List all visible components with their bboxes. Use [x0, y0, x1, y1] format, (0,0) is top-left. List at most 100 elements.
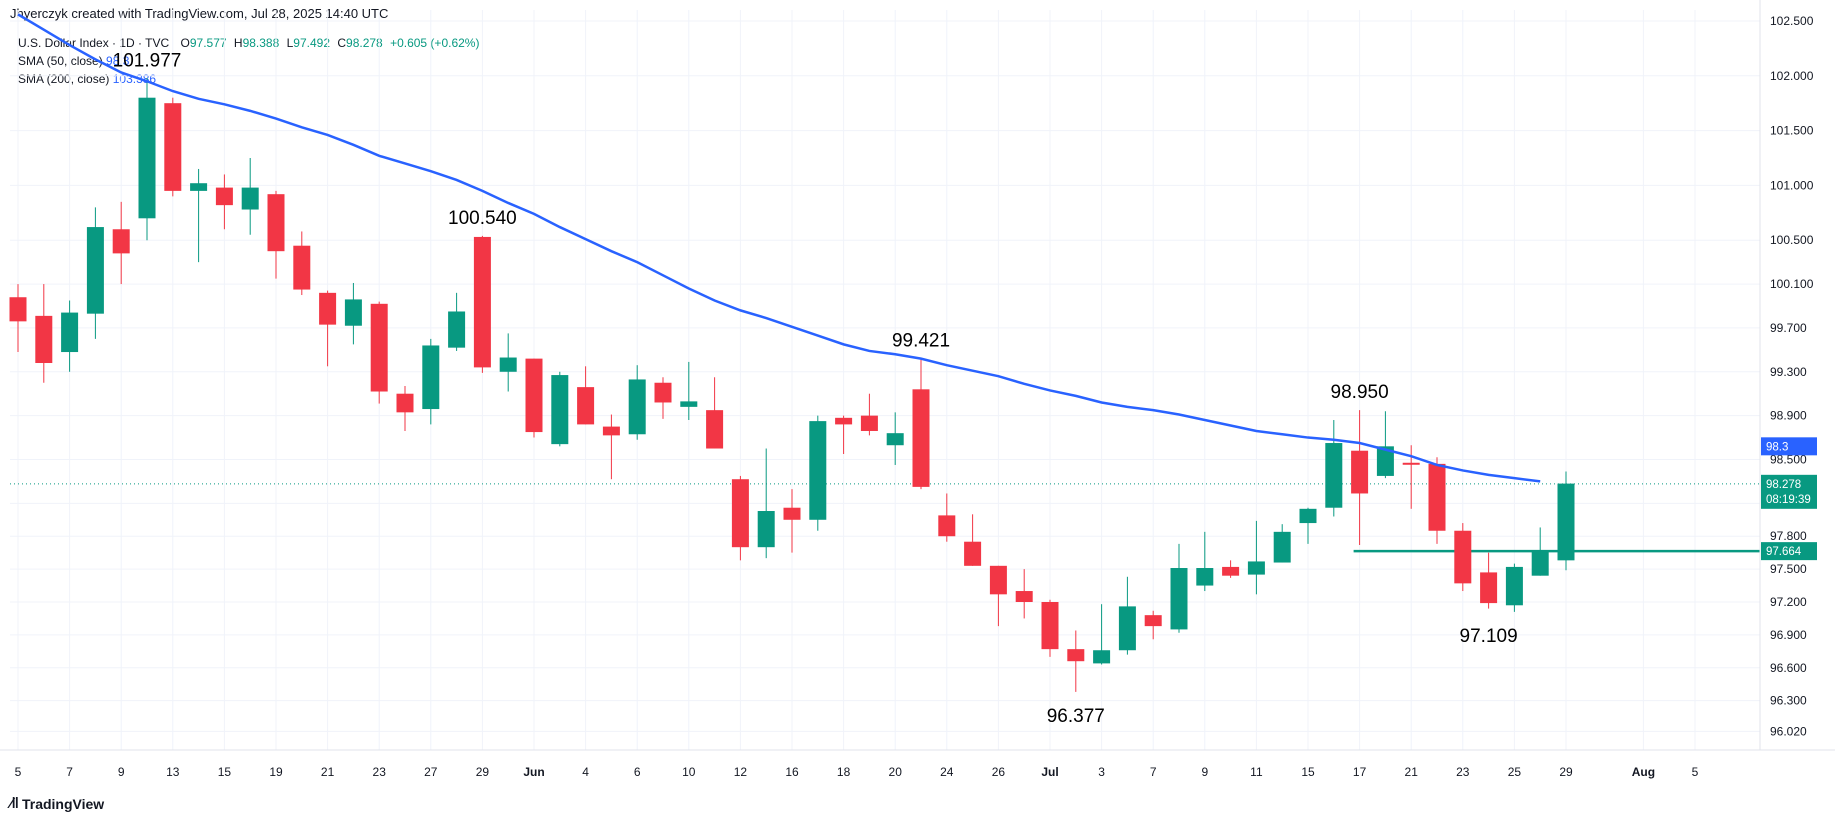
candle: [86, 207, 104, 339]
sma50-legend-row[interactable]: SMA (50, close) 98.3: [18, 52, 479, 70]
candle: [835, 415, 853, 454]
price-axis[interactable]: 102.500 102.000 101.500 101.000 100.500 100.1…: [1759, 0, 1817, 750]
candle: [241, 158, 259, 235]
x-tick-label: 26: [992, 765, 1006, 779]
candle-body: [577, 387, 595, 425]
ohlc-close-value: 98.278: [346, 36, 383, 50]
candle-body: [112, 229, 130, 254]
chart-grid: [10, 10, 1760, 750]
candle: [602, 414, 620, 480]
ohlc-change: +0.605 (+0.62%): [390, 36, 480, 50]
x-tick-label: 20: [889, 765, 903, 779]
ohlc-close-label: C: [337, 36, 347, 50]
candle-body: [654, 382, 672, 403]
y-tick-label: 100.100: [1770, 277, 1814, 291]
candle: [370, 301, 388, 404]
candle: [164, 97, 182, 197]
price-chart[interactable]: 101.977 100.540 99.421 98.950 96.377 97.109 1…: [0, 0, 1835, 790]
x-tick-label: 19: [269, 765, 283, 779]
candle: [293, 231, 311, 296]
x-tick-label: 5: [15, 765, 22, 779]
last-price-tag: 98.278: [1766, 479, 1801, 491]
price-annotation: 101.977: [113, 50, 182, 71]
candle-body: [809, 421, 827, 520]
candle: [577, 366, 595, 425]
candle: [1351, 410, 1369, 545]
y-tick-label: 96.300: [1770, 694, 1807, 708]
x-tick-label: 18: [837, 765, 851, 779]
candle: [473, 235, 491, 373]
candle-body: [1454, 530, 1472, 584]
candle: [1480, 552, 1498, 609]
candle-body: [835, 417, 853, 425]
x-tick-label: 9: [118, 765, 125, 779]
ohlc-high-label: H: [233, 36, 243, 50]
candle: [1273, 524, 1291, 563]
last-price-tag: 08:19:39: [1766, 494, 1811, 506]
candle-body: [680, 401, 698, 407]
candle-body: [1222, 566, 1240, 576]
y-tick-label: 97.500: [1770, 562, 1807, 576]
candle-body: [396, 393, 414, 413]
candle-body: [757, 511, 775, 548]
candle-body: [783, 507, 801, 520]
candle: [1041, 599, 1059, 657]
time-axis[interactable]: 5 7 9 13 15 19 21 23 27 29 Jun 4 6 10 12 16 18 20 24 26 Jul 3…: [0, 749, 1835, 779]
x-tick-label: Jun: [523, 765, 544, 779]
price-annotation: 100.540: [448, 208, 517, 229]
candle-body: [267, 194, 285, 252]
candle-body: [422, 345, 440, 410]
candle-body: [448, 311, 466, 348]
candle: [860, 393, 878, 436]
x-tick-label: 15: [218, 765, 232, 779]
x-tick-label: 15: [1301, 765, 1315, 779]
y-tick-label: 102.000: [1770, 69, 1814, 83]
candle: [112, 201, 130, 285]
y-tick-label: 98.900: [1770, 409, 1807, 423]
candle-body: [1196, 568, 1214, 586]
candle: [680, 361, 698, 421]
candle-body: [989, 565, 1007, 595]
candle: [783, 489, 801, 553]
candle: [551, 371, 569, 447]
x-tick-label: 23: [1456, 765, 1470, 779]
candle-body: [1402, 462, 1420, 465]
candle-body: [1480, 572, 1498, 604]
candle-body: [190, 183, 208, 191]
sma-price-tag-bg: [1761, 437, 1817, 456]
candle: [35, 284, 53, 383]
candle-body: [9, 297, 27, 322]
symbol-row[interactable]: U.S. Dollar Index · 1D · TVC O97.577 H98…: [18, 34, 479, 52]
candle: [989, 565, 1007, 627]
candle-body: [61, 312, 79, 353]
candle-body: [628, 379, 646, 435]
x-tick-label: 29: [476, 765, 490, 779]
tradingview-footer[interactable]: ⁄‖ TradingView: [10, 795, 104, 812]
last-price-tag-bg: [1761, 474, 1817, 509]
candle: [499, 333, 517, 392]
tradingview-logo-icon: ⁄‖: [10, 795, 19, 812]
candle-body: [1428, 463, 1446, 531]
x-tick-label: 16: [785, 765, 799, 779]
candle-body: [1093, 650, 1111, 664]
ohlc-open-value: 97.577: [189, 36, 227, 50]
candle: [1531, 527, 1549, 576]
candle: [1118, 576, 1136, 655]
candle-body: [1247, 561, 1265, 575]
candle: [344, 282, 362, 345]
y-tick-label: 102.500: [1770, 14, 1814, 28]
candle-body: [1299, 508, 1317, 524]
candle-body: [886, 433, 904, 446]
candle-body: [499, 357, 517, 372]
y-tick-label: 96.600: [1770, 661, 1807, 675]
x-tick-label: 29: [1559, 765, 1573, 779]
candle-body: [1351, 450, 1369, 494]
candle: [1093, 604, 1111, 665]
candle: [1196, 531, 1214, 592]
candle: [1170, 543, 1188, 633]
x-tick-label: 25: [1508, 765, 1522, 779]
candle: [138, 77, 156, 241]
x-tick-label: 12: [734, 765, 748, 779]
y-tick-label: 97.800: [1770, 529, 1807, 543]
candle: [628, 365, 646, 440]
